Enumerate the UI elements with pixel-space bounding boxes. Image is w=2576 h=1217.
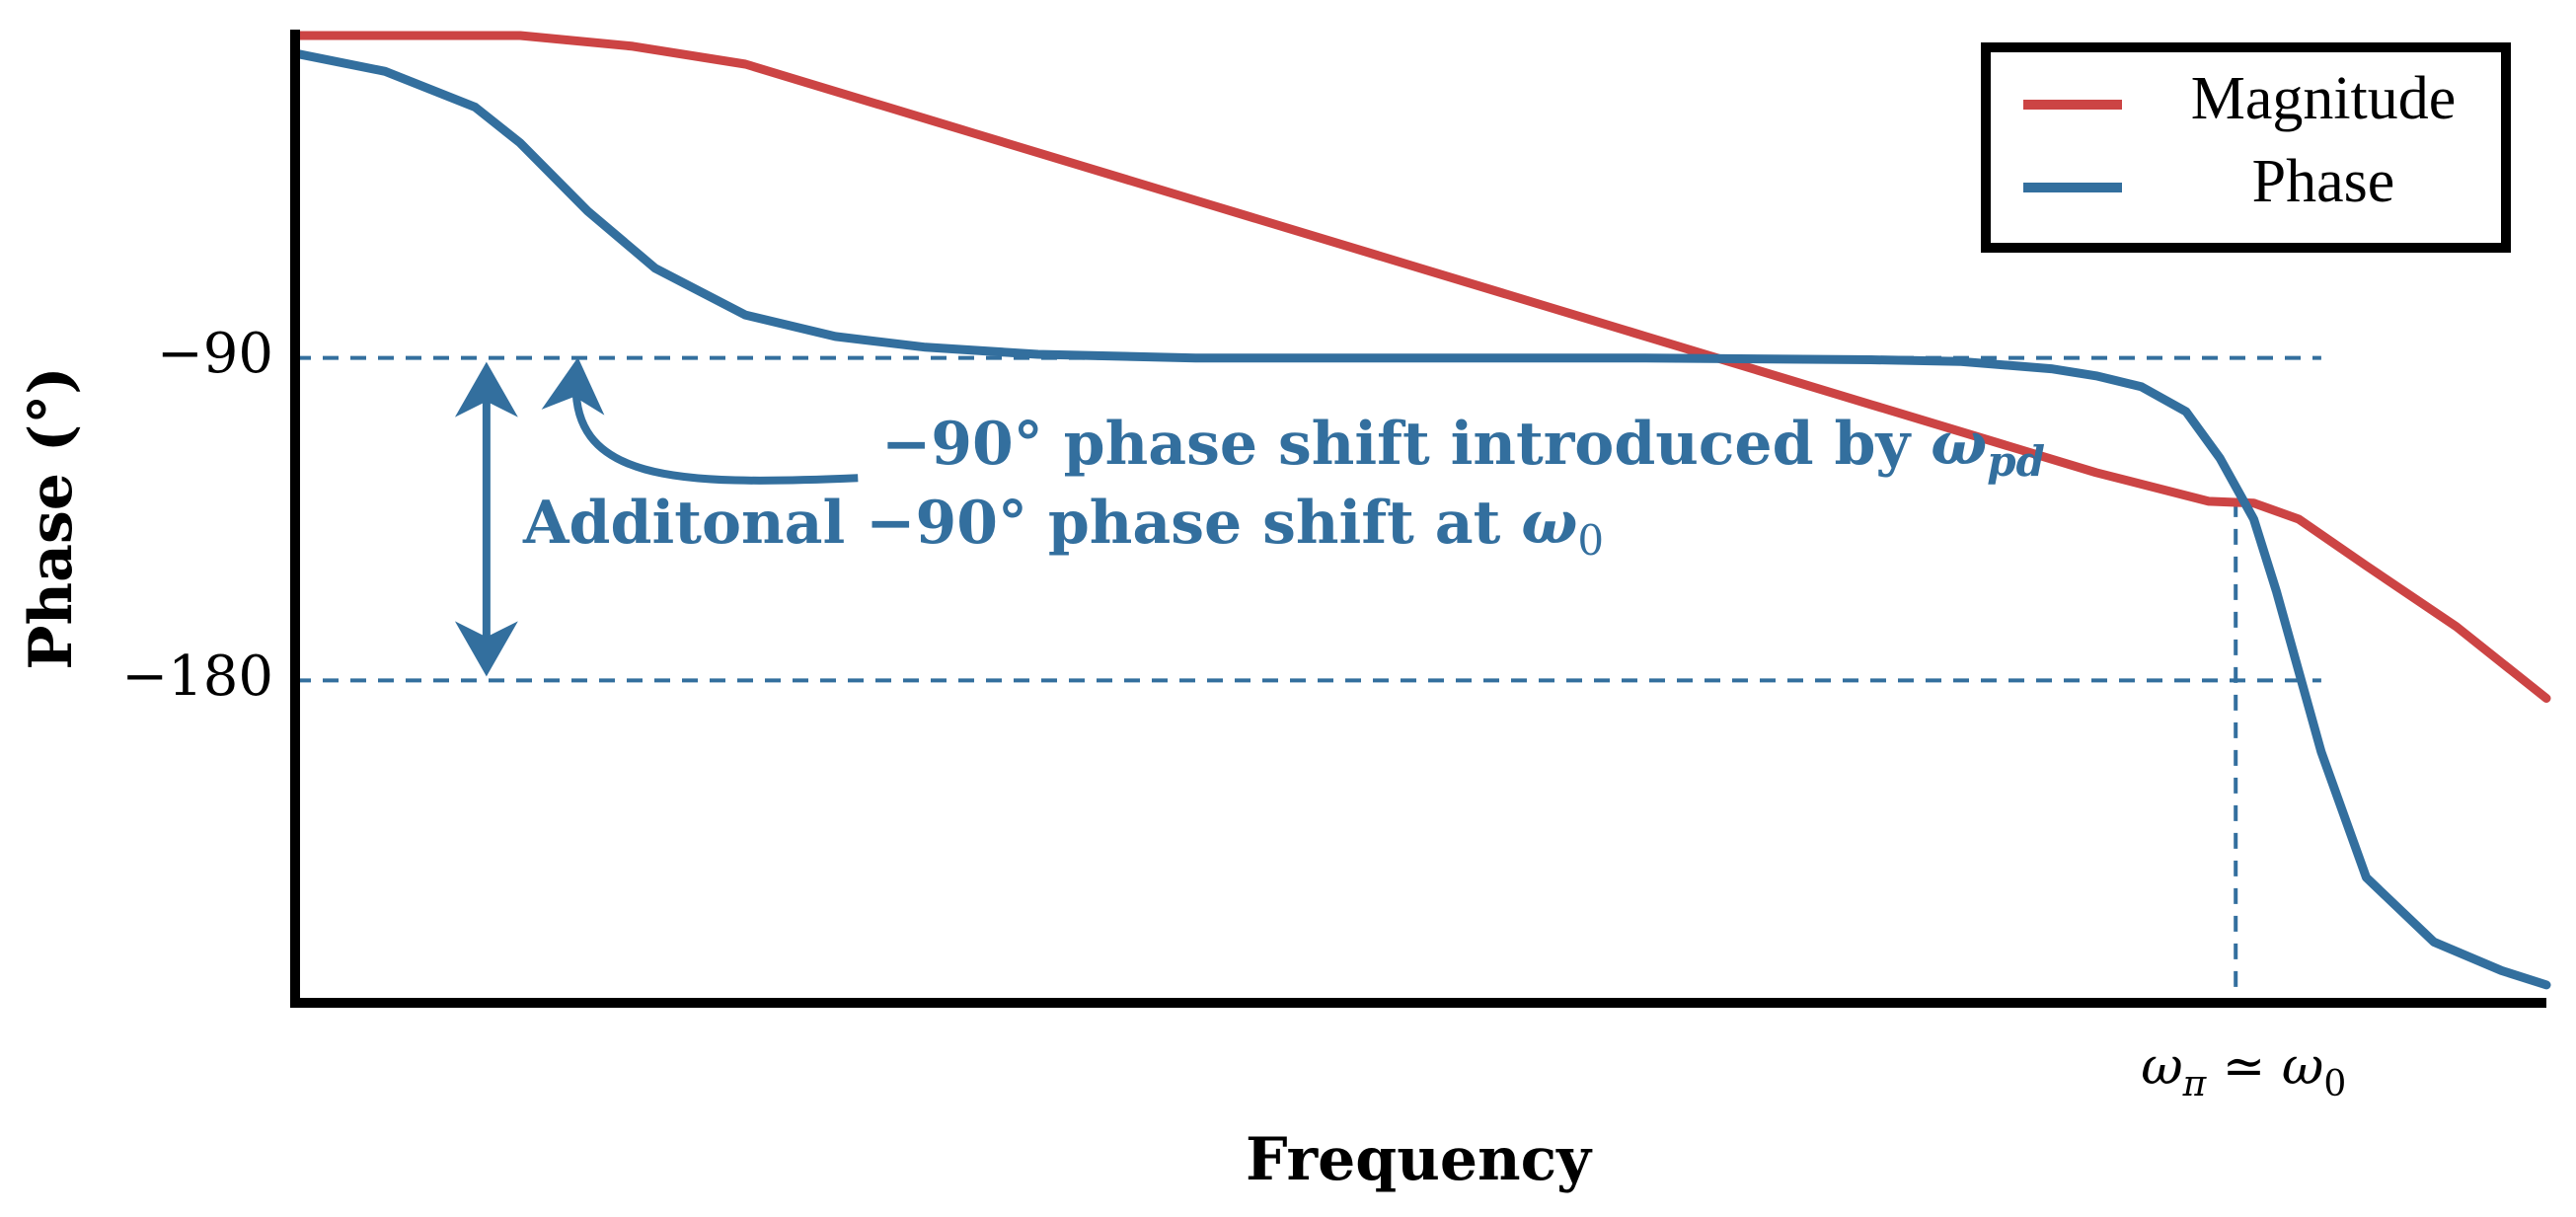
x-tick-sub-0: 0 <box>2323 1064 2346 1104</box>
annotation-w0-omega: ω <box>1521 489 1577 558</box>
annotation-wpd-prefix: −90° phase shift introduced by <box>881 410 1931 479</box>
legend: Magnitude Phase <box>1981 42 2511 253</box>
annotation-w0-prefix: Additonal −90° phase shift at <box>522 489 1521 558</box>
x-tick-sub-pi: π <box>2182 1064 2208 1104</box>
annotation-arrow-wpd <box>541 356 859 485</box>
annotation-w0-sub: 0 <box>1577 516 1604 565</box>
series-line-phase <box>290 48 2551 990</box>
x-tick-omega: ω <box>2141 1037 2182 1097</box>
annotation-text-w0: Additonal −90° phase shift at ω0 <box>522 489 1604 565</box>
y-tick-label: −90 <box>157 322 273 386</box>
y-tick-label: −180 <box>121 645 273 709</box>
x-tick-approx: ≃ <box>2206 1037 2282 1097</box>
annotation-wpd-sub: pd <box>1987 437 2045 486</box>
x-axis-label: Frequency <box>1246 1125 1593 1194</box>
y-axis-label: Phase (°) <box>17 366 86 669</box>
annotation-wpd-omega: ω <box>1931 410 1987 479</box>
legend-box <box>1981 42 2511 253</box>
legend-label-magnitude: Magnitude <box>2191 65 2457 132</box>
annotation-text-wpd: −90° phase shift introduced by ωpd <box>881 410 2045 486</box>
reference-lines <box>295 355 2321 1003</box>
x-tick-label: ωπ ≃ ω0 <box>2141 1037 2346 1104</box>
x-tick-omega-0: ω <box>2282 1037 2323 1097</box>
series-line-magnitude <box>290 31 2551 703</box>
legend-label-phase: Phase <box>2252 148 2395 215</box>
